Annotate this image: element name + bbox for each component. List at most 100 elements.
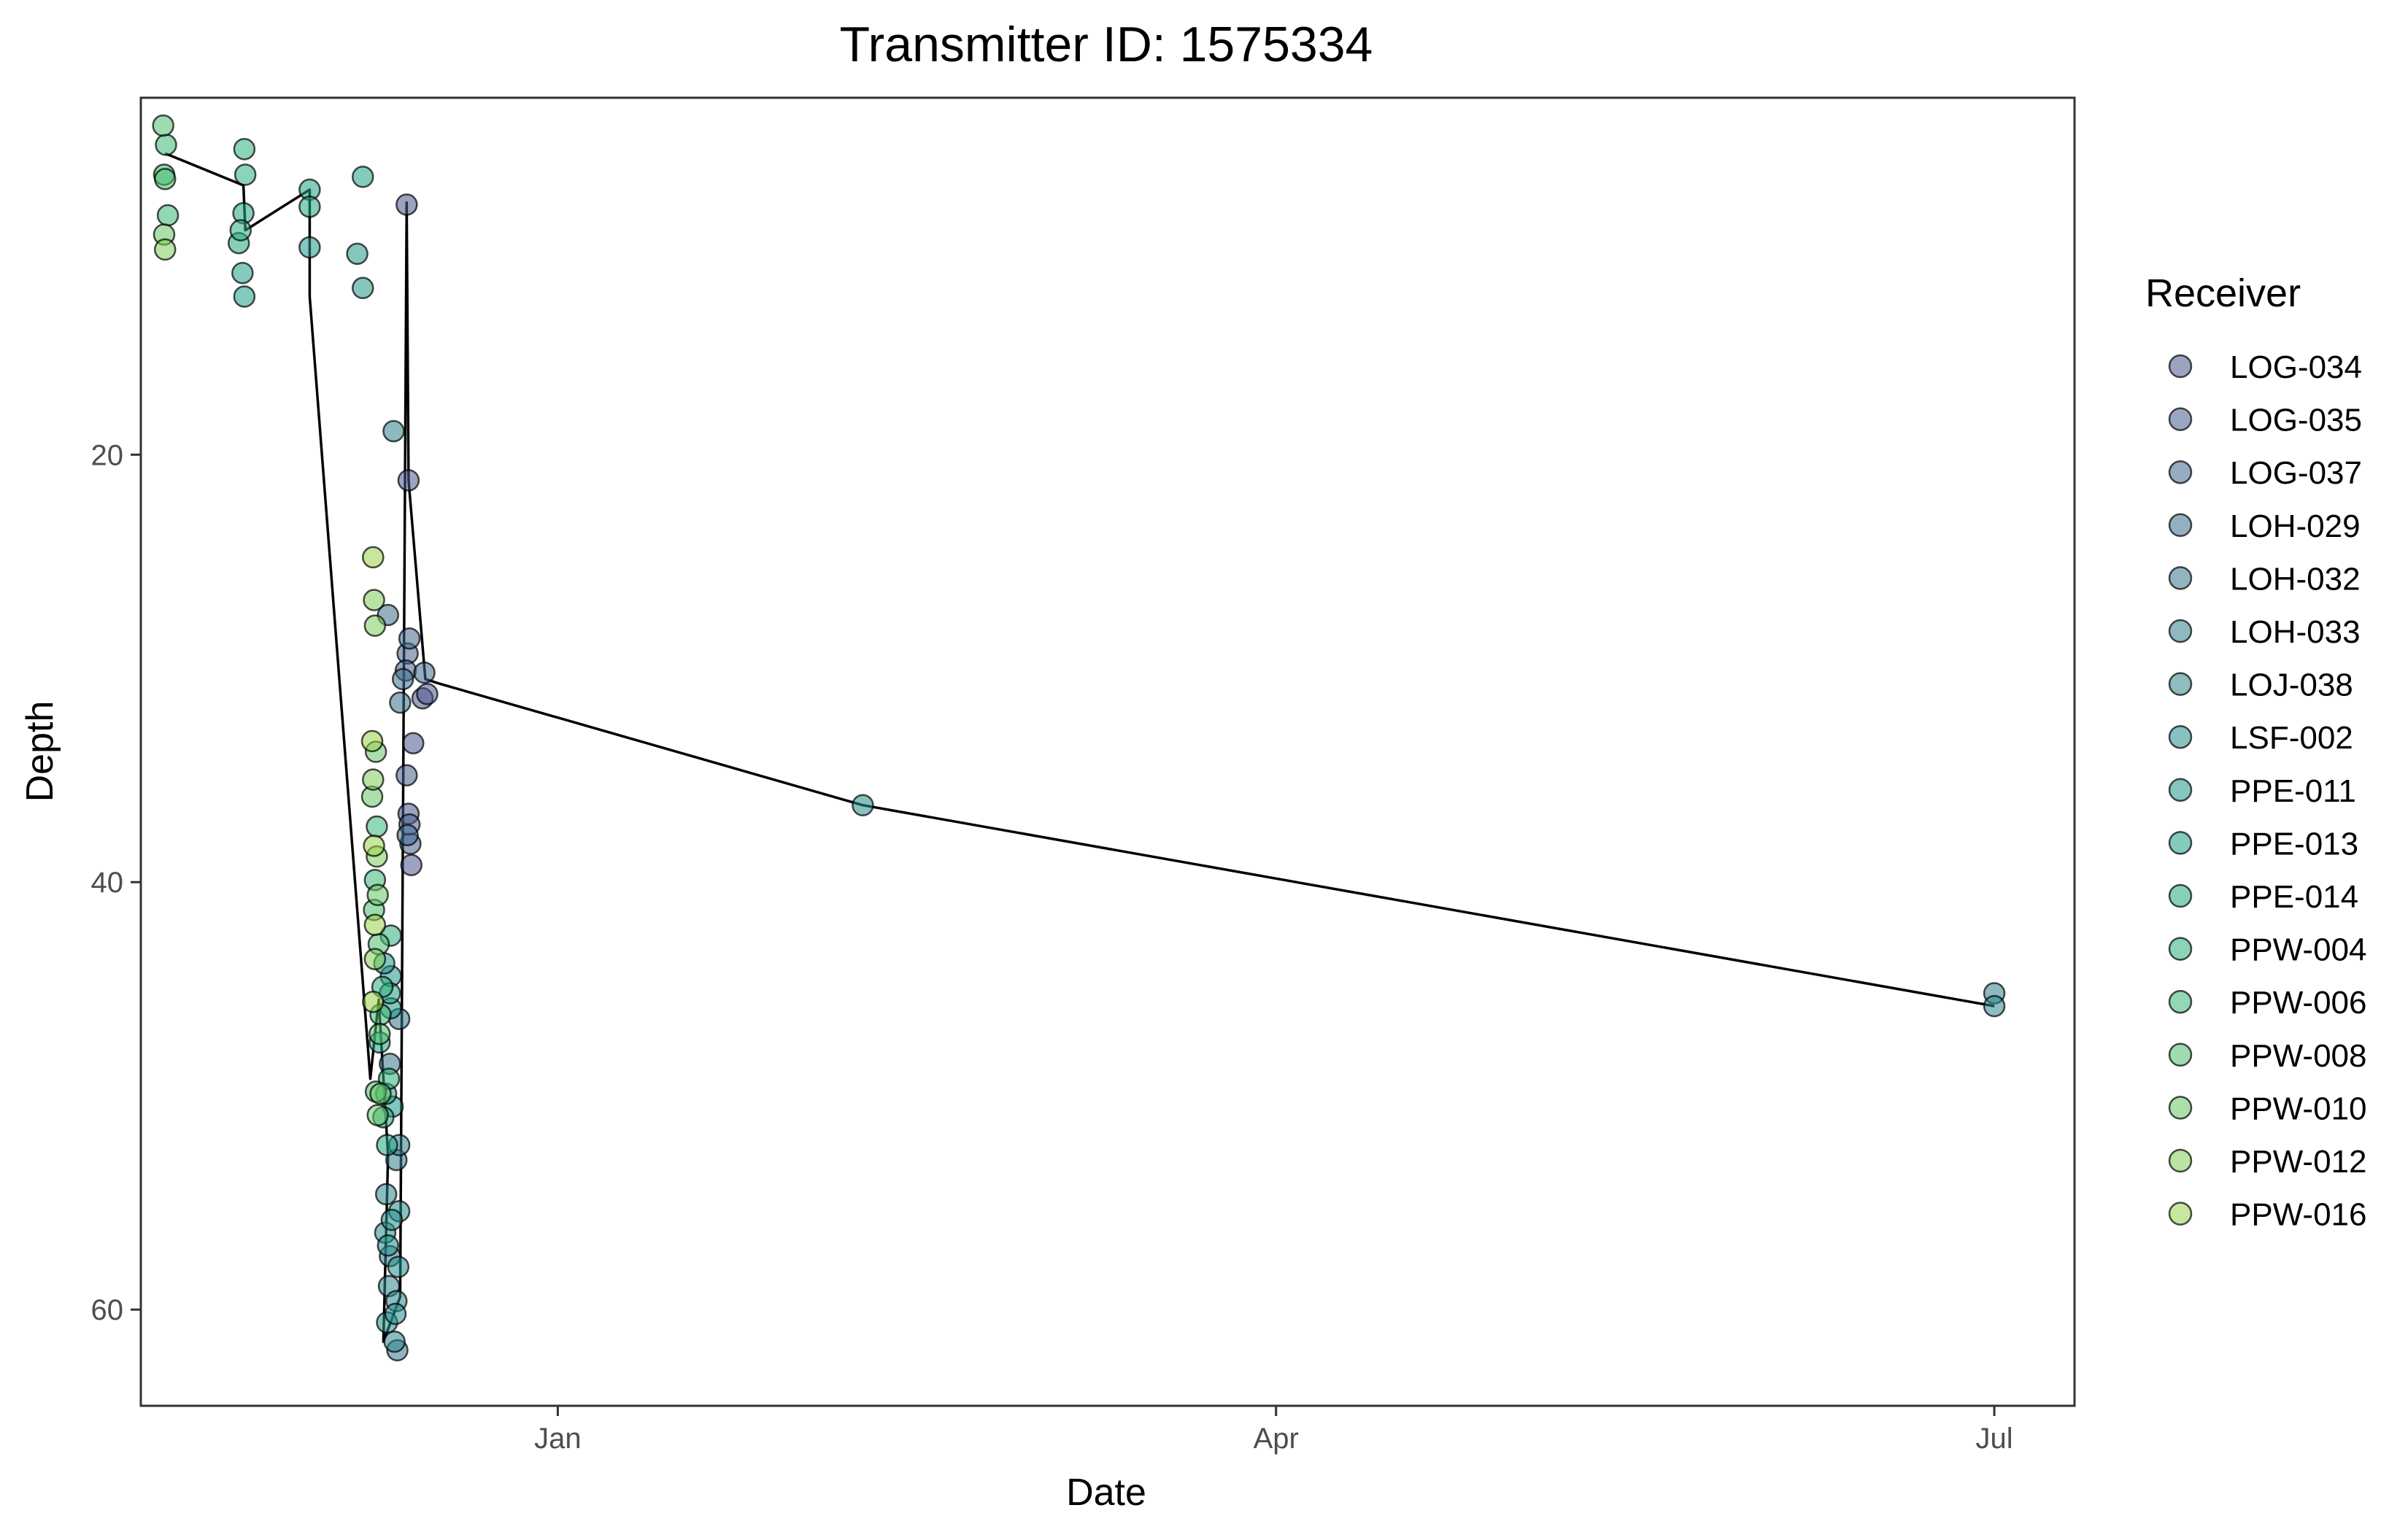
data-point [395, 764, 418, 786]
data-point [1983, 994, 2006, 1018]
x-tick-label: Apr [1254, 1423, 1299, 1455]
data-point [389, 691, 412, 714]
data-point [387, 1256, 410, 1278]
data-point [153, 238, 177, 261]
data-point [366, 815, 388, 838]
legend-label: PPW-012 [2230, 1144, 2367, 1180]
data-point [402, 732, 425, 755]
data-point [346, 242, 368, 266]
data-point [369, 1083, 392, 1105]
x-tick-label: Jan [534, 1423, 582, 1455]
y-axis: 20 40 60 [91, 439, 141, 1326]
data-point [155, 134, 177, 156]
data-point [233, 285, 256, 308]
data-point [363, 614, 387, 637]
data-point [362, 991, 385, 1013]
data-point [380, 1208, 404, 1231]
data-point [397, 469, 420, 492]
legend-key [2168, 778, 2193, 802]
legend-label: PPW-010 [2230, 1091, 2367, 1126]
data-point [152, 114, 174, 137]
legend-label: PPE-014 [2230, 879, 2358, 915]
legend: LOG-034 LOG-035 LOG-037 LOH-029 LOH-032 LOH-0… [2168, 349, 2367, 1233]
y-axis-title: Depth [19, 701, 61, 802]
legend-label: PPW-008 [2230, 1038, 2367, 1074]
y-tick-label: 20 [91, 439, 124, 471]
data-point [413, 661, 436, 684]
data-point [298, 196, 321, 218]
legend-label: PPW-004 [2230, 932, 2367, 968]
data-point [153, 168, 177, 190]
legend-key [2168, 989, 2193, 1014]
data-point [362, 546, 385, 569]
legend-label: LSF-002 [2230, 720, 2353, 756]
data-point [233, 138, 256, 160]
data-point [362, 768, 385, 791]
data-point [374, 1183, 398, 1206]
legend-label: LOH-033 [2230, 614, 2361, 650]
data-point [391, 668, 414, 691]
legend-label: LOG-034 [2230, 349, 2362, 385]
data-point [368, 1022, 391, 1045]
legend-label: LOH-032 [2230, 561, 2361, 597]
legend-key [2168, 619, 2193, 643]
legend-key [2168, 566, 2193, 590]
legend-key [2168, 831, 2193, 855]
data-point [231, 261, 254, 285]
data-point [366, 883, 389, 907]
data-point [852, 794, 874, 816]
data-point [360, 730, 384, 753]
legend-label: LOG-037 [2230, 455, 2362, 491]
legend-key [2168, 1148, 2193, 1173]
data-point [363, 589, 385, 611]
data-point [363, 948, 387, 970]
legend-label: PPW-006 [2230, 985, 2367, 1021]
legend-key [2168, 407, 2193, 431]
legend-key [2168, 937, 2193, 961]
data-point [383, 1330, 406, 1353]
legend-key [2168, 724, 2193, 749]
plot-panel [139, 96, 2076, 1407]
legend-key [2168, 672, 2193, 696]
data-point [298, 236, 321, 259]
legend-key [2168, 1042, 2193, 1067]
data-point [398, 627, 421, 650]
data-point [396, 824, 419, 847]
legend-label: LOH-029 [2230, 508, 2361, 544]
x-tick-label: Jul [1975, 1423, 2013, 1455]
legend-key [2168, 1096, 2193, 1120]
data-point [384, 1302, 407, 1326]
legend-label: PPE-013 [2230, 826, 2358, 862]
data-point [382, 419, 405, 443]
legend-label: PPW-016 [2230, 1197, 2367, 1233]
data-point [377, 1234, 400, 1257]
data-point [395, 193, 418, 216]
data-point [156, 204, 180, 227]
data-point [416, 683, 439, 705]
points-layer [152, 114, 2006, 1362]
data-point [376, 1134, 398, 1156]
x-axis: Jan Apr Jul [534, 1406, 2013, 1455]
legend-key [2168, 513, 2193, 538]
legend-key [2168, 1202, 2193, 1226]
legend-key [2168, 460, 2193, 484]
data-point [351, 166, 374, 188]
chart-title: Transmitter ID: 1575334 [840, 17, 1373, 72]
legend-label: LOJ-038 [2230, 668, 2353, 703]
y-tick-label: 60 [91, 1294, 124, 1326]
data-point [400, 854, 422, 877]
data-point [234, 163, 257, 186]
legend-key [2168, 354, 2193, 379]
data-point [363, 913, 387, 937]
data-point [366, 1104, 389, 1126]
legend-key [2168, 883, 2193, 908]
legend-label: LOG-035 [2230, 403, 2362, 438]
data-point [351, 276, 374, 299]
legend-title: Receiver [2145, 271, 2301, 315]
legend-label: PPE-011 [2230, 773, 2356, 809]
x-axis-title: Date [1066, 1471, 1146, 1514]
data-point [363, 835, 385, 857]
data-point [229, 219, 252, 241]
y-tick-label: 40 [91, 867, 124, 899]
